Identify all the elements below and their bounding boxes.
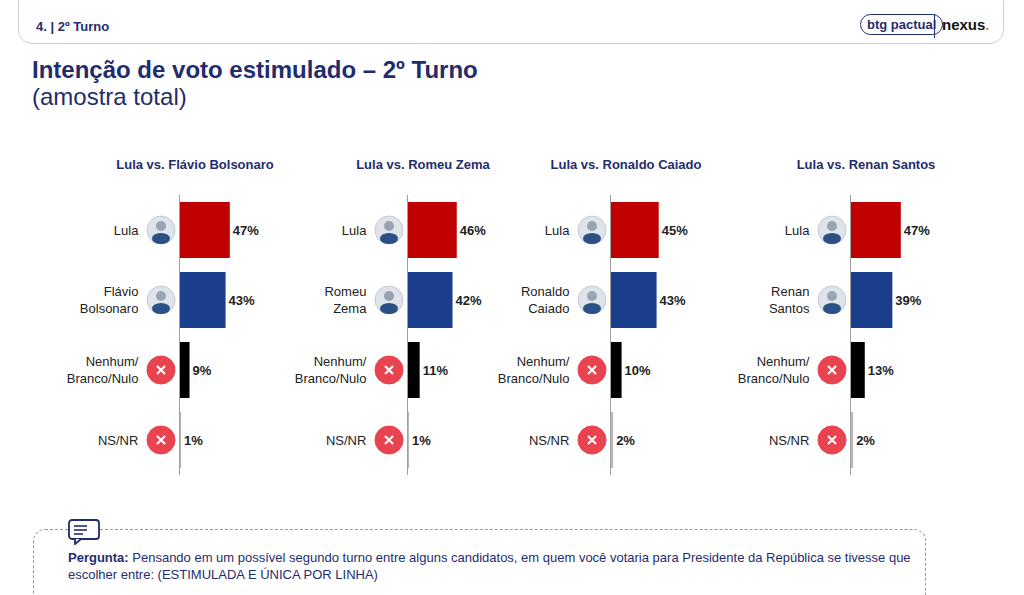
svg-text:Nenhum/Branco/Nulo: Nenhum/Branco/Nulo [295,354,367,386]
svg-text:Lula: Lula [114,223,139,238]
svg-text:Lula: Lula [785,223,810,238]
svg-text:2%: 2% [856,433,875,448]
svg-text:FlávioBolsonaro: FlávioBolsonaro [80,284,139,316]
html-text:(amostra total): (amostra total) [32,83,187,110]
svg-text:1%: 1% [412,433,431,448]
svg-text:2%: 2% [616,433,635,448]
svg-text:Nenhum/Branco/Nulo: Nenhum/Branco/Nulo [67,354,139,386]
html-text:Lula vs. Flávio Bolsonaro: Lula vs. Flávio Bolsonaro [116,157,274,172]
html-text:Lula vs. Renan Santos: Lula vs. Renan Santos [796,157,936,172]
svg-text:NS/NR: NS/NR [769,433,809,448]
html-text:Lula vs. Ronaldo Caiado: Lula vs. Ronaldo Caiado [550,157,702,172]
svg-text:9%: 9% [193,363,212,378]
svg-text:45%: 45% [662,223,688,238]
svg-text:Lula: Lula [342,223,367,238]
svg-text:10%: 10% [625,363,651,378]
svg-text:47%: 47% [904,223,930,238]
svg-text:1%: 1% [184,433,203,448]
html-text:Pergunta: Pensando em um possí: Pergunta: Pensando em um possível segund… [68,550,911,582]
svg-text:46%: 46% [460,223,486,238]
svg-text:11%: 11% [423,363,449,378]
html-text:Lula vs. Romeu Zema: Lula vs. Romeu Zema [356,157,490,172]
svg-text:RomeuZema: RomeuZema [324,284,367,316]
svg-text:43%: 43% [660,293,686,308]
svg-text:Nenhum/Branco/Nulo: Nenhum/Branco/Nulo [498,354,570,386]
html-text:btg pactual nexus.: btg pactual nexus. [867,16,990,33]
svg-text:13%: 13% [868,363,894,378]
svg-text:NS/NR: NS/NR [529,433,569,448]
html-text:4. | 2º Turno: 4. | 2º Turno [36,19,110,34]
svg-text:Nenhum/Branco/Nulo: Nenhum/Branco/Nulo [738,354,810,386]
svg-text:47%: 47% [233,223,259,238]
svg-text:RenanSantos: RenanSantos [769,284,810,316]
svg-text:39%: 39% [895,293,921,308]
svg-text:NS/NR: NS/NR [98,433,138,448]
svg-text:Lula: Lula [545,223,570,238]
html-text:Intenção de voto estimulado –: Intenção de voto estimulado – 2º Turno [32,56,478,83]
svg-text:RonaldoCaiado: RonaldoCaiado [521,284,569,316]
svg-text:42%: 42% [456,293,482,308]
svg-text:43%: 43% [229,293,255,308]
svg-text:NS/NR: NS/NR [326,433,366,448]
